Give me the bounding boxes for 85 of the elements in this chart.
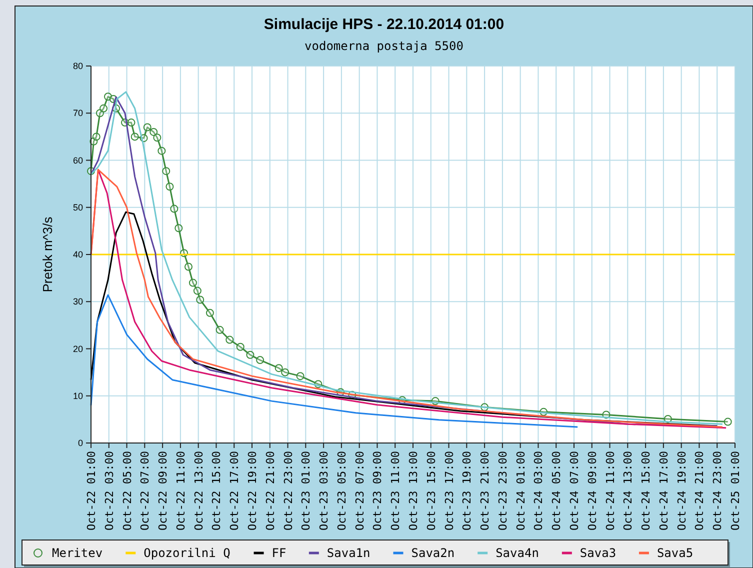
point <box>150 128 158 136</box>
x-tick-label: Oct-23 23:00 <box>496 451 510 530</box>
x-tick-label: Oct-22 03:00 <box>102 451 116 530</box>
y-tick-label: 0 <box>78 438 83 448</box>
x-tick-label: Oct-23 01:00 <box>300 451 313 530</box>
y-axis-title: Pretok m^3/s <box>40 216 55 292</box>
x-tick-label: Oct-24 07:00 <box>568 451 581 530</box>
point <box>127 118 136 127</box>
y-tick-label: 30 <box>72 296 83 307</box>
point <box>193 286 202 295</box>
point <box>274 364 283 372</box>
x-tick-label: Oct-24 17:00 <box>657 451 670 530</box>
point <box>188 278 197 287</box>
legend-label: Sava3 <box>580 546 616 560</box>
y-tick-label: 80 <box>72 61 83 71</box>
x-tick-label: Oct-23 17:00 <box>442 451 456 530</box>
legend-label: Opozorilni Q <box>144 546 230 560</box>
y-tick-label: 40 <box>72 250 83 260</box>
point <box>236 342 244 351</box>
x-tick-label: Oct-24 13:00 <box>622 451 635 530</box>
x-tick-label: Oct-25 01:00 <box>729 451 742 530</box>
x-tick-label: Oct-23 21:00 <box>478 451 492 530</box>
x-tick-label: Oct-22 09:00 <box>156 451 170 530</box>
y-tick-label: 10 <box>72 390 83 401</box>
point <box>226 336 234 344</box>
chart-title: Simulacije HPS - 22.10.2014 01:00 <box>264 16 504 33</box>
point <box>92 132 100 141</box>
line-series <box>90 211 718 427</box>
chart-subtitle: vodomerna postaja 5500 <box>304 39 464 53</box>
point <box>184 262 192 271</box>
legend-label: Sava1n <box>326 546 370 560</box>
x-tick-label: Oct-24 15:00 <box>640 451 653 530</box>
y-tick-label: 20 <box>72 344 83 354</box>
x-tick-label: Oct-22 19:00 <box>246 451 259 530</box>
x-tick-label: Oct-22 21:00 <box>264 451 277 530</box>
x-tick-label: Oct-22 17:00 <box>228 451 242 530</box>
legend-label: Sava5 <box>656 546 694 560</box>
y-tick-label: 60 <box>72 155 83 166</box>
x-tick-label: Oct-22 13:00 <box>192 451 206 530</box>
point <box>296 372 304 380</box>
line-series <box>90 294 578 428</box>
y-tick-label: 50 <box>72 202 83 212</box>
x-tick-label: Oct-23 13:00 <box>407 451 420 530</box>
point <box>166 182 174 191</box>
x-tick-label: Oct-22 05:00 <box>120 451 134 530</box>
point <box>143 123 152 132</box>
point <box>170 204 178 213</box>
legend-label: FF <box>272 546 286 560</box>
x-tick-label: Oct-22 07:00 <box>138 451 152 530</box>
legend-label: Sava4n <box>496 546 539 560</box>
point <box>256 356 264 364</box>
x-tick-label: Oct-23 07:00 <box>353 451 366 530</box>
point <box>216 326 224 334</box>
point <box>130 132 139 141</box>
point <box>174 224 183 232</box>
x-tick-label: Oct-24 05:00 <box>550 451 564 530</box>
x-tick-label: Oct-24 03:00 <box>532 451 546 530</box>
point <box>100 104 108 112</box>
x-tick-label: Oct-23 19:00 <box>460 451 474 530</box>
point <box>246 350 254 359</box>
legend-label: Meritev <box>52 546 103 560</box>
x-tick-label: Oct-23 15:00 <box>424 451 438 530</box>
point <box>162 167 170 176</box>
x-tick-label: Oct-24 21:00 <box>693 451 706 530</box>
point <box>196 296 204 304</box>
x-tick-label: Oct-24 11:00 <box>604 451 617 530</box>
point <box>206 308 214 317</box>
point <box>724 418 732 426</box>
x-tick-label: Oct-24 19:00 <box>675 451 688 530</box>
x-tick-label: Oct-24 09:00 <box>586 451 599 530</box>
x-tick-label: Oct-24 23:00 <box>711 451 724 530</box>
x-tick-label: Oct-24 01:00 <box>514 451 528 530</box>
x-tick-label: Oct-22 23:00 <box>282 451 295 530</box>
y-tick-label: 70 <box>72 108 83 118</box>
x-tick-label: Oct-22 15:00 <box>210 451 224 530</box>
x-tick-label: Oct-22 11:00 <box>174 451 188 530</box>
point <box>158 146 166 155</box>
x-tick-label: Oct-22 01:00 <box>85 451 98 530</box>
point <box>153 134 162 142</box>
x-tick-label: Oct-23 09:00 <box>371 451 384 530</box>
x-tick-label: Oct-23 03:00 <box>318 451 331 530</box>
legend-label: Sava2n <box>411 546 455 560</box>
x-tick-label: Oct-23 11:00 <box>389 451 402 530</box>
x-tick-label: Oct-23 05:00 <box>335 451 348 530</box>
point <box>281 368 290 376</box>
